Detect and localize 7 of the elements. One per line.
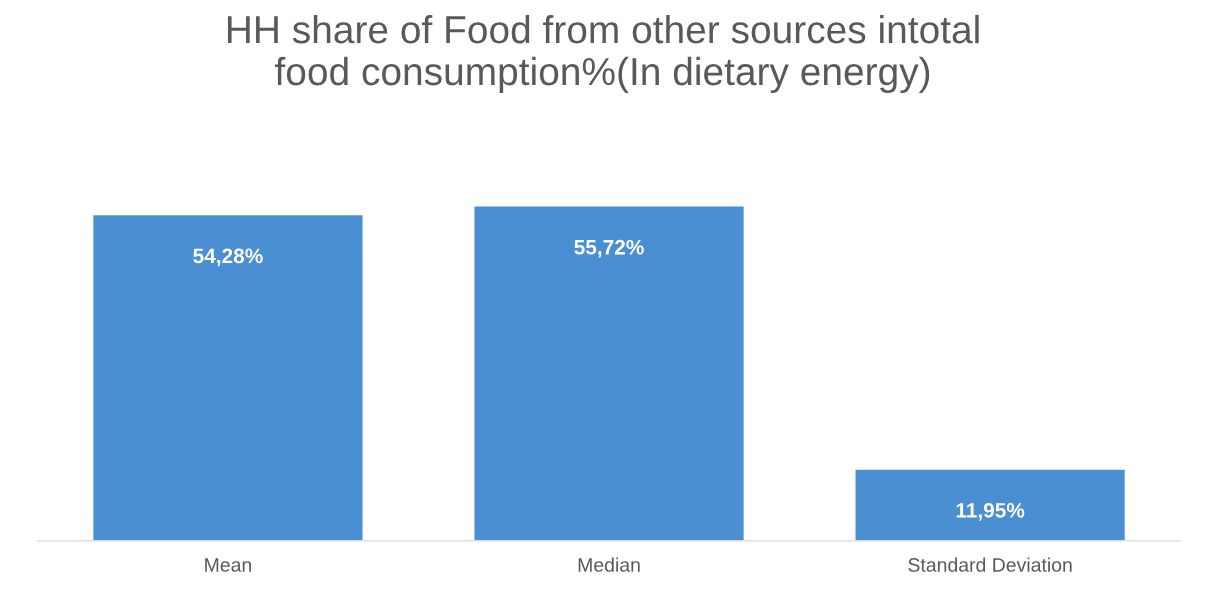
x-tick-label: Median bbox=[578, 557, 640, 572]
x-tick-label: Mean bbox=[205, 558, 251, 572]
x-tick-label: Standard Deviation bbox=[908, 557, 1072, 572]
data-label: 11,95% bbox=[956, 502, 1025, 521]
chart-title: HH share of Food from other sources intotal food consumption%(In dietary energy) bbox=[227, 14, 979, 94]
data-label: 55,72% bbox=[574, 239, 644, 258]
data-label: 54,28% bbox=[193, 248, 263, 267]
